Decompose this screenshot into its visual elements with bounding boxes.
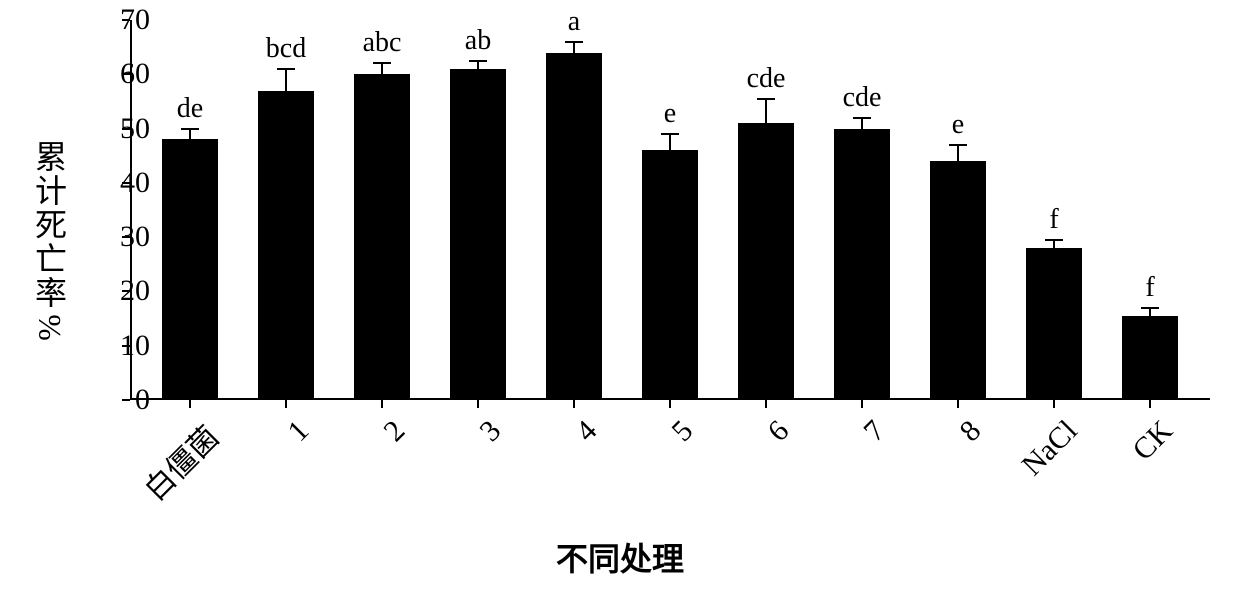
significance-label: a [524, 6, 624, 38]
x-tick-label: 5 [665, 414, 700, 449]
bar-group: e [930, 20, 986, 400]
x-tick [477, 400, 479, 408]
y-axis-line [130, 20, 132, 400]
bar [354, 74, 410, 400]
significance-label: de [140, 93, 240, 125]
error-bar [957, 145, 959, 161]
y-tick [122, 236, 130, 238]
significance-label: e [620, 98, 720, 130]
error-bar [381, 63, 383, 74]
x-tick-label: 3 [473, 414, 508, 449]
y-tick [122, 128, 130, 130]
bar-group: de [162, 20, 218, 400]
bar-group: bcd [258, 20, 314, 400]
bar-group: cde [738, 20, 794, 400]
bar-group: f [1122, 20, 1178, 400]
significance-label: cde [716, 63, 816, 95]
x-tick [285, 400, 287, 408]
error-bar [1053, 240, 1055, 248]
x-tick-label: 7 [857, 414, 892, 449]
x-tick [189, 400, 191, 408]
x-tick [861, 400, 863, 408]
significance-label: f [1004, 204, 1104, 236]
significance-label: e [908, 109, 1008, 141]
error-cap [1045, 239, 1063, 241]
bar [546, 53, 602, 400]
error-bar [189, 129, 191, 140]
x-tick-label: 2 [377, 414, 412, 449]
x-tick [1149, 400, 1151, 408]
y-tick [122, 19, 130, 21]
x-tick [381, 400, 383, 408]
error-cap [181, 128, 199, 130]
bar [258, 91, 314, 400]
error-cap [469, 60, 487, 62]
y-axis-title-percent: % [31, 312, 68, 341]
error-bar [285, 69, 287, 91]
error-bar [765, 99, 767, 123]
x-tick [573, 400, 575, 408]
bar-group: abc [354, 20, 410, 400]
y-tick [122, 290, 130, 292]
significance-label: abc [332, 27, 432, 59]
error-cap [757, 98, 775, 100]
error-bar [573, 42, 575, 53]
bar [738, 123, 794, 400]
error-cap [949, 144, 967, 146]
error-cap [661, 133, 679, 135]
bar [450, 69, 506, 400]
x-tick-label: 8 [953, 414, 988, 449]
x-tick-label: NaCl [1016, 414, 1085, 483]
bar-group: ab [450, 20, 506, 400]
bar-chart: 累计死亡率% 010203040506070 debcdabcabaecdecd… [0, 0, 1240, 598]
plot-area: debcdabcabaecdecdeeff [130, 20, 1210, 400]
error-bar [1149, 308, 1151, 316]
y-tick [122, 345, 130, 347]
error-bar [477, 61, 479, 69]
error-cap [853, 117, 871, 119]
bar-group: cde [834, 20, 890, 400]
error-bar [861, 118, 863, 129]
x-tick-label: 4 [569, 414, 604, 449]
error-cap [1141, 307, 1159, 309]
bar [834, 129, 890, 400]
y-axis-title: 累计死亡率% [26, 140, 72, 347]
x-tick [765, 400, 767, 408]
error-cap [565, 41, 583, 43]
error-bar [669, 134, 671, 150]
bar-group: f [1026, 20, 1082, 400]
x-tick [957, 400, 959, 408]
y-tick [122, 182, 130, 184]
bar-group: e [642, 20, 698, 400]
bar [1122, 316, 1178, 400]
bar [162, 139, 218, 400]
y-tick [122, 399, 130, 401]
y-axis-title-text: 累计死亡率 [31, 140, 67, 310]
error-cap [277, 68, 295, 70]
x-tick [1053, 400, 1055, 408]
significance-label: cde [812, 82, 912, 114]
x-axis-title: 不同处理 [0, 534, 1240, 580]
x-tick-label: 白僵菌 [132, 414, 227, 509]
bar [930, 161, 986, 400]
bar [1026, 248, 1082, 400]
bar-group: a [546, 20, 602, 400]
y-tick [122, 73, 130, 75]
significance-label: f [1100, 272, 1200, 304]
error-cap [373, 62, 391, 64]
x-tick [669, 400, 671, 408]
significance-label: ab [428, 25, 528, 57]
x-tick-label: 1 [281, 414, 316, 449]
significance-label: bcd [236, 33, 336, 65]
x-tick-label: 6 [761, 414, 796, 449]
x-tick-label: CK [1126, 414, 1180, 468]
bar [642, 150, 698, 400]
